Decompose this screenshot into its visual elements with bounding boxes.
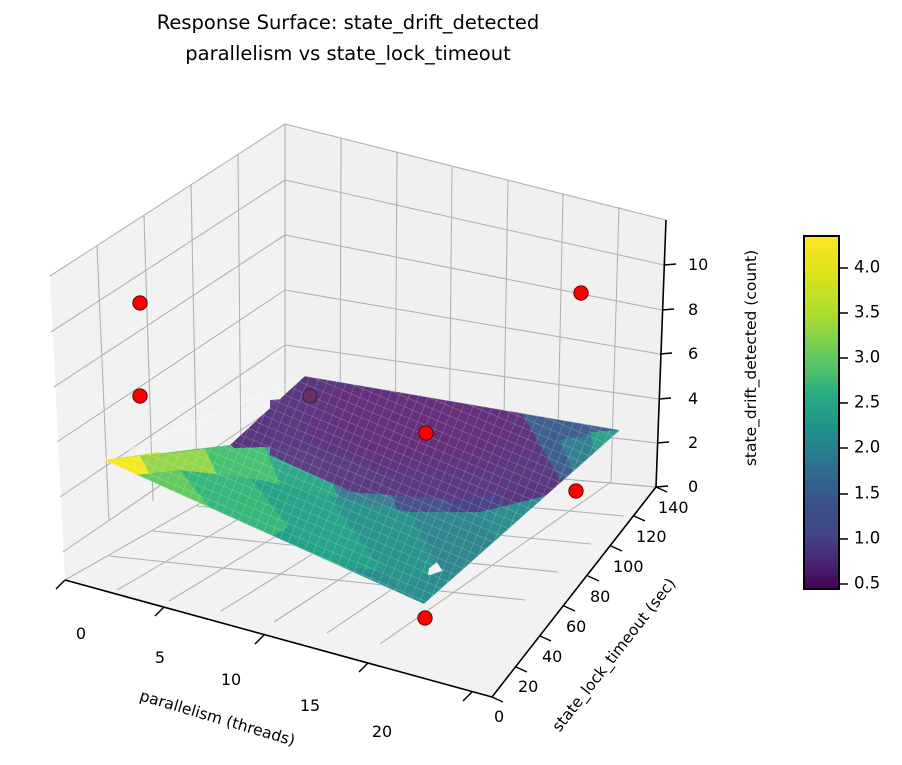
z-axis-ticks <box>655 263 677 488</box>
y-tick-label: 80 <box>590 587 610 606</box>
x-tick-label: 15 <box>300 696 320 715</box>
y-tick-label: 20 <box>518 677 538 696</box>
y-tick-label: 140 <box>658 498 689 517</box>
y-tick-label: 100 <box>613 557 644 576</box>
colorbar-tick-label: 1.0 <box>854 529 880 548</box>
colorbar[interactable]: 4.0 3.5 3.0 2.5 2.0 1.5 1.0 0.5 state_dr… <box>742 235 880 593</box>
scatter-point <box>132 388 148 404</box>
colorbar-tick-label: 3.0 <box>854 348 880 367</box>
colorbar-ticks <box>839 267 848 585</box>
z-tick-label: 2 <box>688 433 698 452</box>
x-tick-label: 0 <box>76 624 86 643</box>
y-axis-spine <box>491 486 657 698</box>
colorbar-label: state_drift_detected (count) <box>742 250 761 466</box>
z-tick-label: 6 <box>688 344 698 363</box>
z-tick-label: 10 <box>688 255 708 274</box>
y-axis-ticks <box>491 486 668 703</box>
y-tick-label: 40 <box>542 647 562 666</box>
x-tick-label: 20 <box>372 722 392 741</box>
y-tick-label: 120 <box>636 527 667 546</box>
colorbar-tick-label: 2.5 <box>854 393 880 412</box>
scatter-point <box>573 285 589 301</box>
chart-title-line-2: parallelism vs state_lock_timeout <box>185 42 511 65</box>
scatter-point <box>418 425 434 441</box>
z-tick-label: 8 <box>688 300 698 319</box>
x-axis-ticks <box>55 579 473 702</box>
scatter-point-occluded <box>302 388 318 404</box>
z-tick-label: 0 <box>688 477 698 496</box>
scatter-point <box>132 295 148 311</box>
colorbar-tick-label: 4.0 <box>854 258 880 277</box>
x-tick-label: 10 <box>221 670 241 689</box>
scatter-points-group <box>132 285 589 626</box>
colorbar-tick-label: 2.0 <box>854 438 880 457</box>
scatter-point <box>417 610 433 626</box>
scatter-point <box>568 483 584 499</box>
colorbar-tick-label: 3.5 <box>854 303 880 322</box>
y-tick-label: 0 <box>494 707 504 726</box>
z-tick-label: 4 <box>688 389 698 408</box>
colorbar-tick-label: 0.5 <box>854 574 880 593</box>
z-axis: 10 8 6 4 2 0 <box>655 219 708 496</box>
y-tick-label: 60 <box>566 617 586 636</box>
chart-title-line-1: Response Surface: state_drift_detected <box>157 11 540 34</box>
colorbar-gradient <box>803 235 840 590</box>
colorbar-tick-label: 1.5 <box>854 484 880 503</box>
x-axis-spine <box>64 579 493 698</box>
x-tick-label: 5 <box>155 648 165 667</box>
